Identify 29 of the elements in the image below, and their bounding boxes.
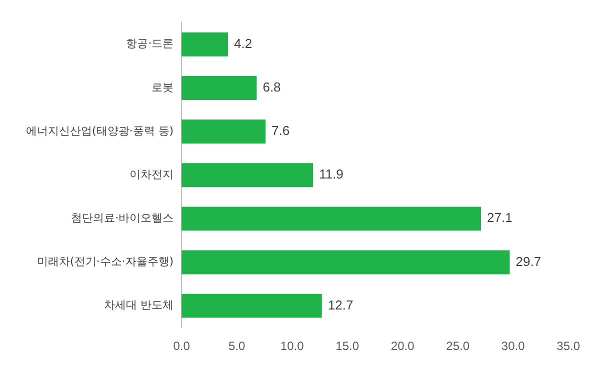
data-label: 29.7 — [516, 254, 542, 269]
data-label: 6.8 — [262, 80, 281, 95]
x-tick-label: 30.0 — [501, 339, 526, 354]
y-tick-label: 이차전지 — [130, 168, 174, 181]
x-tick-label: 5.0 — [228, 339, 246, 354]
y-tick-label: 첨단의료·바이오헬스 — [71, 212, 174, 225]
data-label: 7.6 — [272, 123, 290, 138]
data-label: 12.7 — [328, 297, 354, 312]
bar — [182, 294, 322, 318]
y-tick-label: 로봇 — [152, 80, 174, 94]
x-tick-label: 20.0 — [390, 339, 415, 354]
bar — [182, 32, 228, 56]
bar — [182, 163, 314, 188]
data-label: 11.9 — [319, 166, 344, 182]
bar — [182, 120, 266, 144]
data-label: 4.2 — [234, 36, 252, 51]
x-tick-label: 0.0 — [173, 339, 190, 354]
x-tick-label: 35.0 — [556, 339, 580, 354]
y-tick-label: 에너지신산업(태양광·풍력 등) — [26, 124, 174, 138]
data-label: 27.1 — [487, 210, 512, 226]
bar — [182, 76, 257, 100]
bar — [182, 206, 482, 231]
x-tick-label: 10.0 — [280, 339, 304, 354]
y-tick-label: 차세대 반도체 — [104, 298, 174, 312]
y-tick-label: 항공·드론 — [126, 37, 174, 50]
bar — [182, 250, 510, 274]
y-tick-label: 미래차(전기·수소·자율주행) — [37, 255, 174, 268]
x-tick-label: 15.0 — [336, 339, 360, 354]
x-tick-label: 25.0 — [446, 339, 470, 354]
